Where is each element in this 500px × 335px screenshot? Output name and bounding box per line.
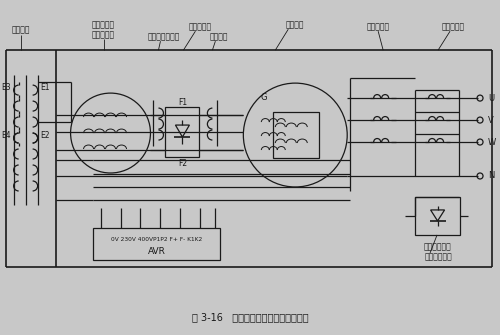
Text: N: N — [488, 172, 494, 181]
Bar — [92, 228, 220, 260]
Text: E3: E3 — [1, 83, 11, 91]
Text: 调差互感器: 调差互感器 — [366, 23, 390, 32]
Text: AVR: AVR — [148, 247, 166, 256]
Text: 图 3-16   无刷三相交流发电机原理电路: 图 3-16 无刷三相交流发电机原理电路 — [192, 312, 308, 322]
Text: 励磁机定子: 励磁机定子 — [92, 21, 115, 30]
Text: W: W — [488, 138, 496, 146]
Text: 复励绕组: 复励绕组 — [12, 26, 30, 35]
Text: F2: F2 — [178, 158, 187, 168]
Text: F1: F1 — [178, 97, 187, 107]
Text: 励磁机电枢绕组: 励磁机电枢绕组 — [148, 33, 180, 42]
Text: 旋转整流器: 旋转整流器 — [189, 23, 212, 32]
Bar — [274, 112, 319, 158]
Text: 三相整流桥组: 三相整流桥组 — [424, 252, 452, 261]
Text: E1: E1 — [40, 83, 50, 91]
Text: E2: E2 — [40, 131, 50, 140]
Text: V: V — [488, 116, 494, 125]
Text: 三相整流桥组: 三相整流桥组 — [424, 243, 452, 251]
Text: 复励变流器: 复励变流器 — [442, 23, 464, 32]
Text: 转子绕组: 转子绕组 — [209, 33, 228, 42]
Text: E4: E4 — [1, 131, 11, 140]
Text: G: G — [260, 92, 267, 102]
Bar — [415, 197, 460, 235]
Text: 定子绕组: 定子绕组 — [286, 21, 304, 30]
Bar — [166, 107, 200, 157]
Text: U: U — [488, 93, 494, 103]
Text: 0V 230V 400VP1P2 F+ F- K1K2: 0V 230V 400VP1P2 F+ F- K1K2 — [111, 237, 202, 242]
Text: 主励磁绕组: 主励磁绕组 — [92, 31, 115, 40]
